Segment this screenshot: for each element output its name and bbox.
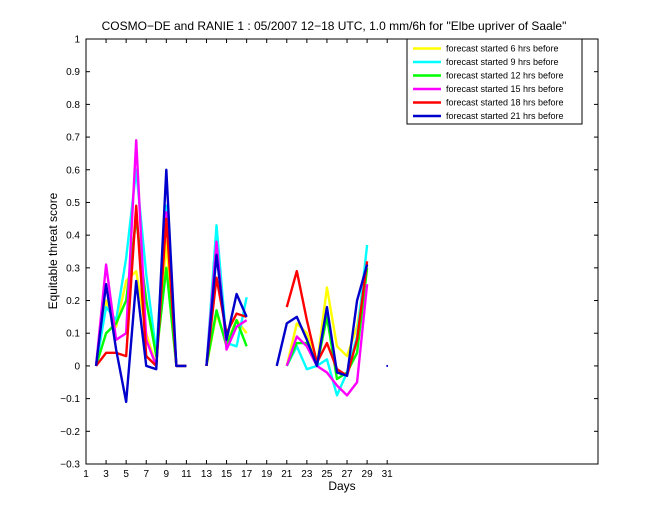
legend-entry-label: forecast started 21 hrs before <box>446 111 564 121</box>
x-tick-label: 13 <box>201 469 213 480</box>
x-tick-label: 15 <box>221 469 233 480</box>
series-line <box>205 253 248 367</box>
x-tick-label: 25 <box>321 469 333 480</box>
series-line <box>95 204 187 368</box>
x-tick-label: 29 <box>362 469 374 480</box>
x-tick-label: 21 <box>281 469 293 480</box>
x-axis-label: Days <box>328 479 355 493</box>
x-tick-label: 17 <box>241 469 253 480</box>
x-tick-label: 23 <box>301 469 313 480</box>
chart-title: COSMO−DE and RANIE 1 : 05/2007 12−18 UTC… <box>102 19 567 33</box>
legend-entry-label: forecast started 6 hrs before <box>446 44 559 54</box>
y-tick-label: 0.6 <box>66 165 80 176</box>
x-tick-label: 11 <box>181 469 192 480</box>
x-tick-label: 31 <box>382 469 394 480</box>
y-tick-label: 0.8 <box>66 100 80 111</box>
series-line <box>285 261 369 377</box>
series-layer <box>94 139 388 404</box>
ticks-layer: 1 3 5 7 9 11 13 15 17 19 21 23 25 27 29 31−0.3−0.2−0.10… <box>60 35 598 480</box>
y-tick-label: 0.9 <box>66 67 80 78</box>
x-tick-label: 1 <box>83 469 89 480</box>
x-tick-label: 19 <box>261 469 273 480</box>
y-tick-label: 0 <box>74 361 80 372</box>
y-tick-label: 0.1 <box>66 329 80 340</box>
x-tick-label: 27 <box>341 469 353 480</box>
x-tick-label: 3 <box>103 469 109 480</box>
series-line <box>285 267 369 381</box>
y-tick-label: 0.5 <box>66 198 80 209</box>
y-tick-label: 0.4 <box>66 231 80 242</box>
legend-box <box>406 38 583 125</box>
y-tick-label: 0.7 <box>66 133 80 144</box>
x-tick-label: 5 <box>123 469 129 480</box>
series-line <box>285 284 369 397</box>
y-tick-label: 1 <box>74 35 80 46</box>
series-line <box>94 168 187 404</box>
y-tick-label: −0.3 <box>60 460 80 471</box>
legend-entry-label: forecast started 15 hrs before <box>446 84 564 94</box>
y-tick-label: 0.2 <box>66 296 80 307</box>
x-tick-label: 9 <box>164 469 170 480</box>
y-tick-label: −0.1 <box>60 394 80 405</box>
legend-entry-label: forecast started 9 hrs before <box>446 57 559 67</box>
y-tick-label: −0.2 <box>60 427 80 438</box>
legend-entry-label: forecast started 12 hrs before <box>446 71 564 81</box>
y-tick-label: 0.3 <box>66 263 80 274</box>
legend-entry-label: forecast started 18 hrs before <box>446 98 564 108</box>
x-tick-label: 7 <box>143 469 149 480</box>
series-line <box>275 264 369 377</box>
legend: forecast started 6 hrs before forecast st… <box>406 38 583 125</box>
y-axis-label: Equitable threat score <box>46 192 60 309</box>
series-6 <box>94 168 388 404</box>
